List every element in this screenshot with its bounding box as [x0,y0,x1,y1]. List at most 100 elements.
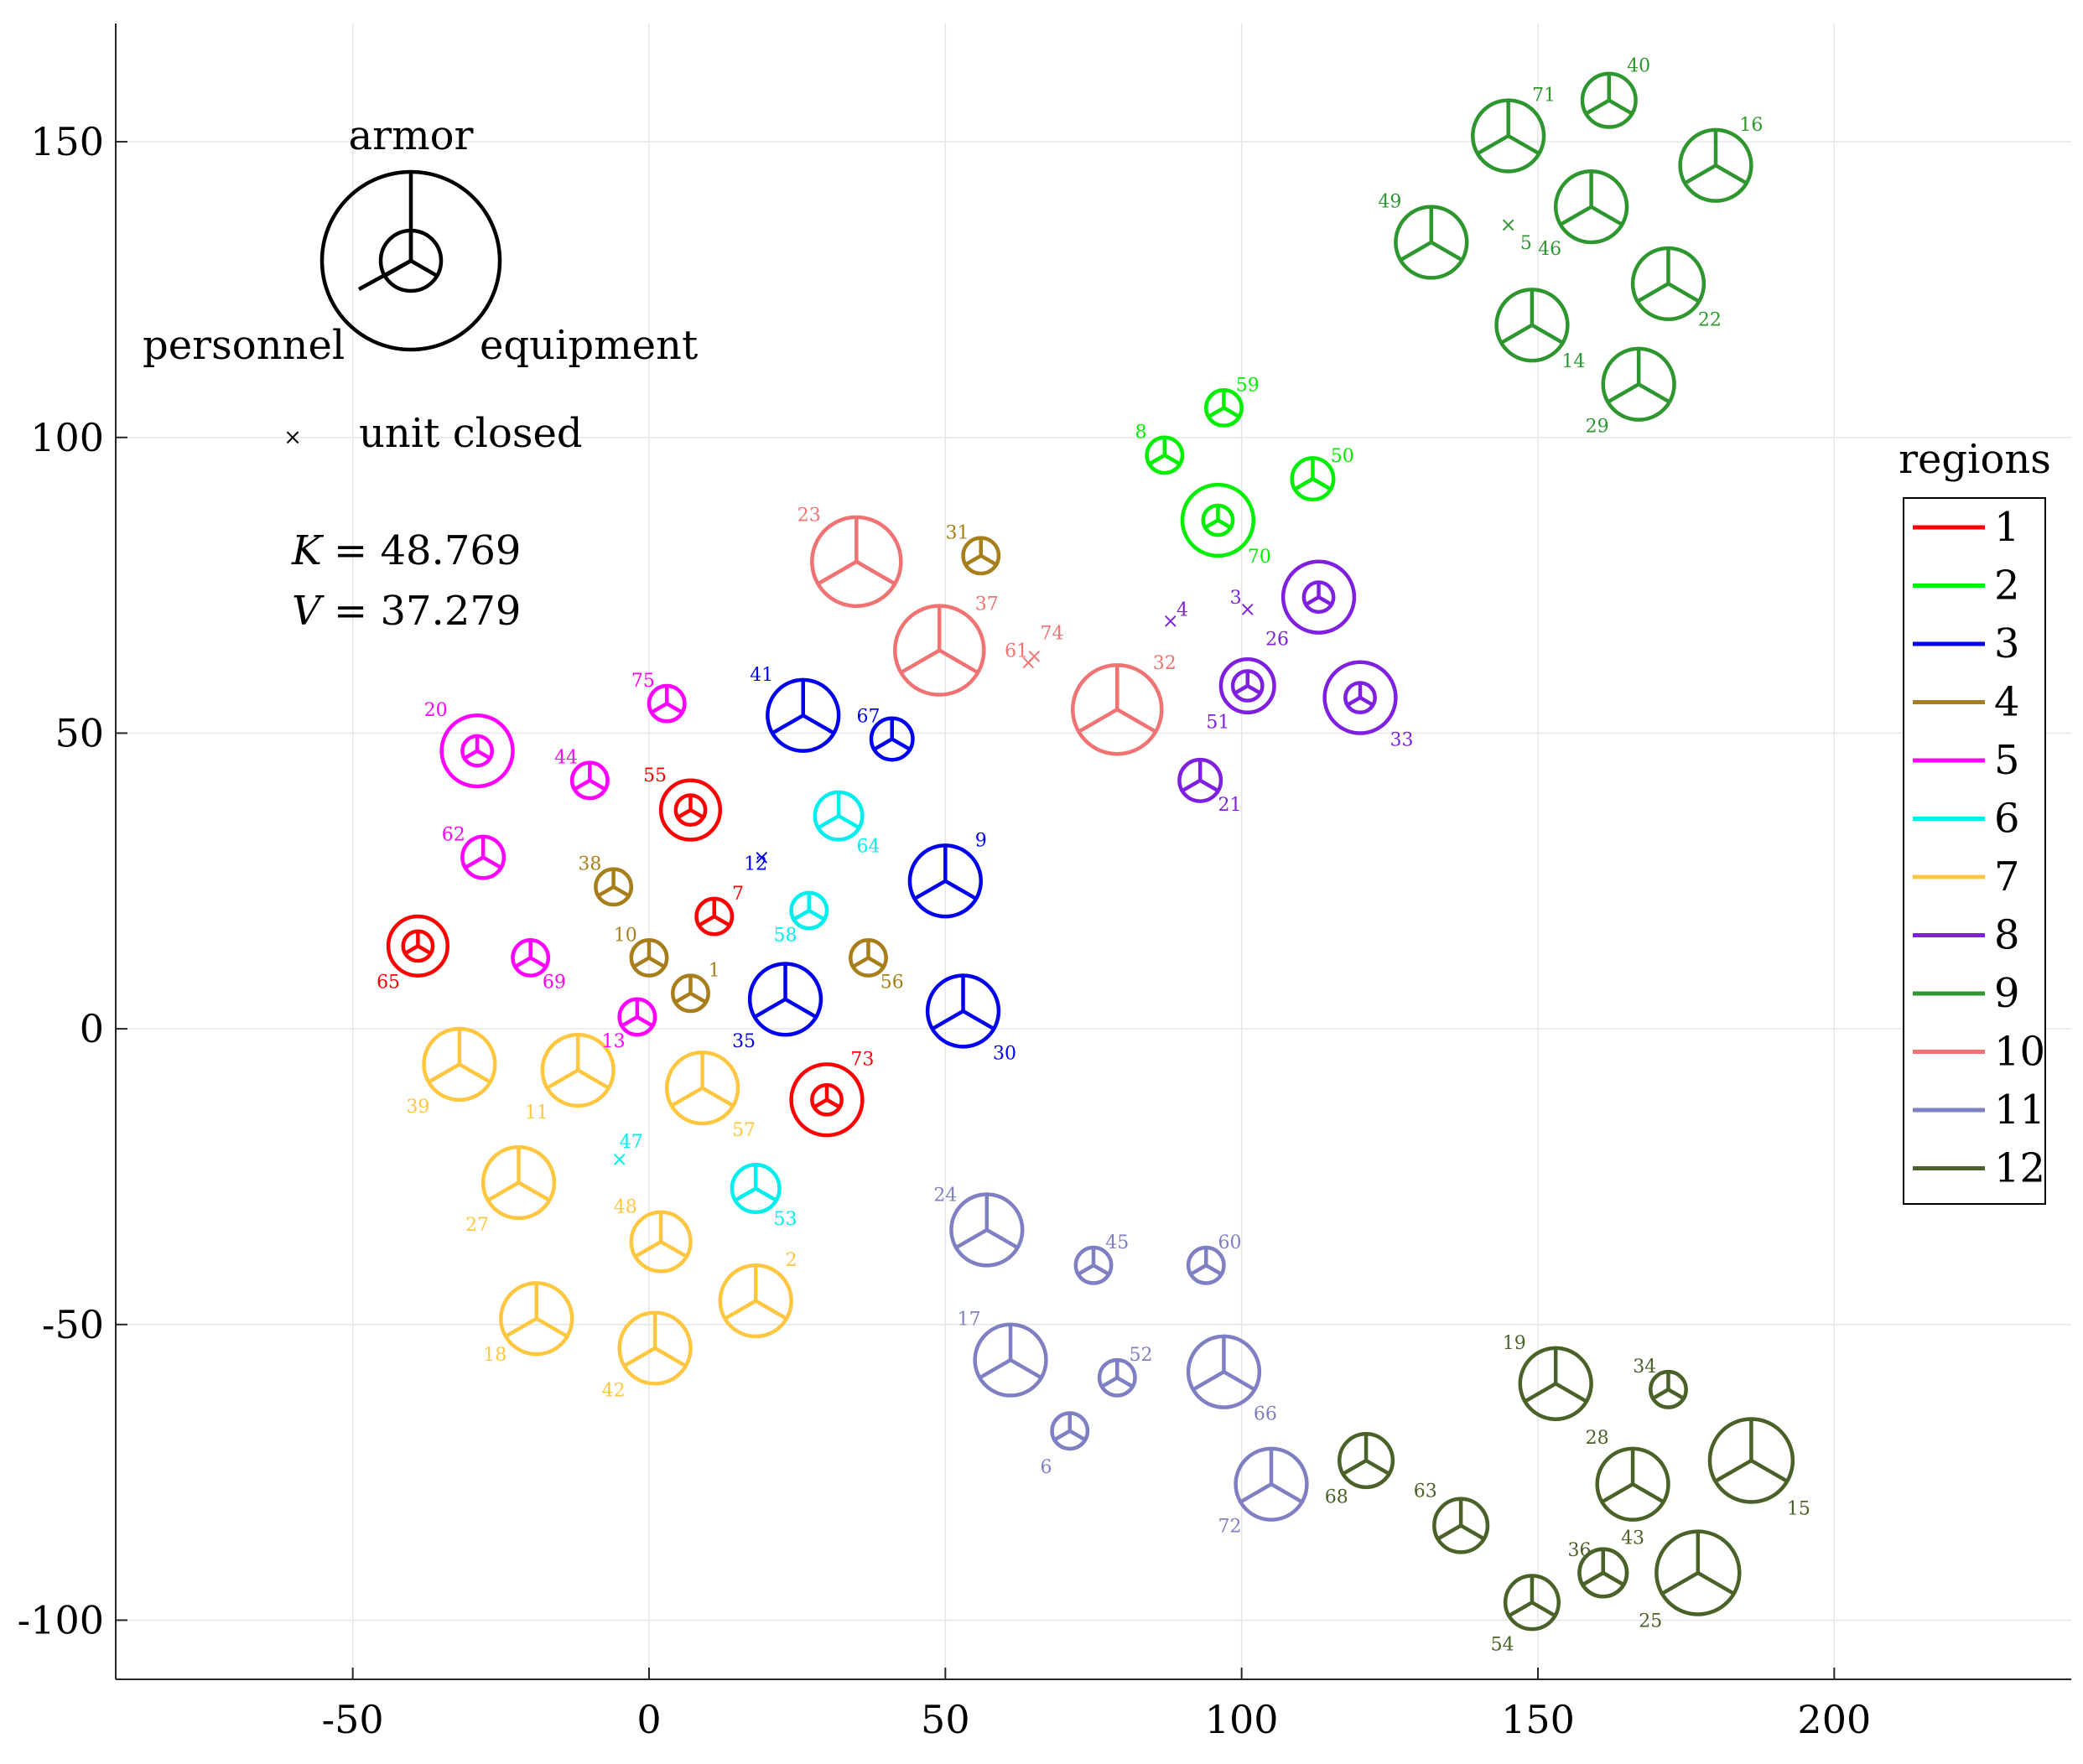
unit-marker [1503,1574,1561,1632]
unit-equipment-spoke [944,879,978,900]
unit-label: 19 [1503,1333,1526,1354]
unit-outer-ring [1218,656,1276,715]
unit-label: 49 [1378,192,1401,213]
key-closed-label: unit closed [359,410,583,457]
unit-marker [617,997,657,1037]
unit-label: 54 [1491,1635,1514,1656]
key-v-value: = 37.279 [334,588,521,635]
unit-label: 60 [1218,1232,1242,1253]
unit-equipment-spoke [1750,1459,1789,1483]
unit-personnel-spoke [1559,205,1592,226]
unit-personnel-spoke [632,956,651,969]
unit-marker [1204,388,1244,428]
unit-equipment-spoke [612,885,631,898]
unit-equipment-spoke [689,808,704,819]
unit-marker [1073,1245,1114,1285]
unit-label: 6 [1040,1457,1052,1478]
unit-label: 1 [709,961,720,982]
unit-personnel-spoke [514,956,532,969]
unit-personnel-spoke [573,778,591,791]
unit-marker [1432,1497,1490,1554]
unit-marker [907,843,983,919]
unit-equipment-spoke [1223,406,1240,419]
unit-personnel-spoke [1636,282,1670,304]
unit-marker [1071,662,1164,756]
x-tick-label: 0 [636,1697,661,1742]
unit-marker [1322,660,1398,735]
unit-label: 65 [377,973,400,994]
unit-label: 29 [1586,417,1609,438]
unit-label: 74 [1041,624,1064,645]
unit-personnel-spoke [753,997,787,1019]
unit-closed-marker: × [1162,609,1179,632]
legend-entry-label: 8 [1994,912,2020,959]
unit-label: 69 [543,973,566,994]
x-tick-label: 150 [1501,1697,1575,1742]
unit-equipment-spoke [1364,1459,1390,1476]
unit-label: 61 [1005,641,1028,662]
unit-label: 48 [614,1197,637,1218]
unit-label: 9 [975,830,987,851]
unit-label: 55 [643,765,667,786]
unit-marker [647,683,687,724]
unit-equipment-spoke [838,814,860,830]
unit-equipment-spoke [855,559,896,586]
unit-personnel-spoke [1234,684,1249,695]
legend-entry-label: 2 [1994,563,2020,610]
unit-label: 64 [856,836,880,857]
unit-equipment-spoke [647,956,666,969]
unit-label: 8 [1135,423,1147,444]
unit-label: 75 [631,671,655,692]
unit-label: 50 [1331,446,1354,467]
unit-label: 23 [797,505,821,526]
legend-entry-label: 10 [1994,1029,2045,1076]
unit-personnel-spoke [734,1186,757,1202]
unit-personnel-spoke [1585,98,1610,116]
unit-equipment-spoke [1430,241,1463,262]
unit-label: 44 [554,748,578,769]
unit-equipment-spoke [962,1009,995,1031]
unit-marker [1577,1547,1629,1599]
unit-equipment-spoke [1667,1388,1685,1400]
unit-label: 31 [945,523,969,544]
unit-closed-marker: × [611,1147,628,1170]
unit-equipment-spoke [1217,518,1232,530]
unit-equipment-spoke [1530,323,1564,345]
unit-equipment-spoke [755,1299,788,1320]
unit-core-ring [1186,1334,1262,1409]
unit-personnel-spoke [670,1086,704,1108]
unit-personnel-spoke [851,956,870,969]
unit-marker [1707,1417,1795,1504]
unit-marker [1595,1446,1670,1522]
unit-marker [386,914,449,978]
x-tick-label: -50 [322,1697,384,1742]
unit-personnel-spoke [623,1346,657,1368]
unit-marker [813,790,865,842]
unit-marker [617,1310,693,1386]
unit-personnel-spoke [1607,382,1640,404]
unit-equipment-spoke [802,713,835,735]
legend-box [1903,497,2046,1205]
legend-entry-label: 9 [1994,970,2020,1017]
unit-personnel-spoke [1684,163,1717,185]
unit-label: 68 [1325,1486,1348,1507]
unit-markers: ××××××× [386,71,1795,1632]
unit-marker [1630,246,1706,322]
unit-personnel-spoke [1053,1429,1071,1442]
unit-personnel-spoke [1651,1388,1670,1400]
unit-personnel-spoke [1305,595,1320,606]
unit-marker [961,536,1001,576]
unit-personnel-spoke [817,814,840,830]
unit-label: 24 [933,1186,957,1206]
unit-marker [789,1062,865,1138]
unit-label: 30 [993,1043,1016,1064]
unit-closed-marker: × [1020,651,1036,674]
unit-personnel-spoke [464,855,485,869]
unit-equipment-spoke [1009,1358,1042,1380]
unit-label: 3 [1230,588,1242,609]
unit-core-ring [1301,580,1336,615]
unit-equipment-spoke [636,1015,654,1028]
unit-equipment-spoke [1163,453,1182,466]
unit-marker [925,973,1001,1049]
unit-label: 71 [1532,86,1556,106]
